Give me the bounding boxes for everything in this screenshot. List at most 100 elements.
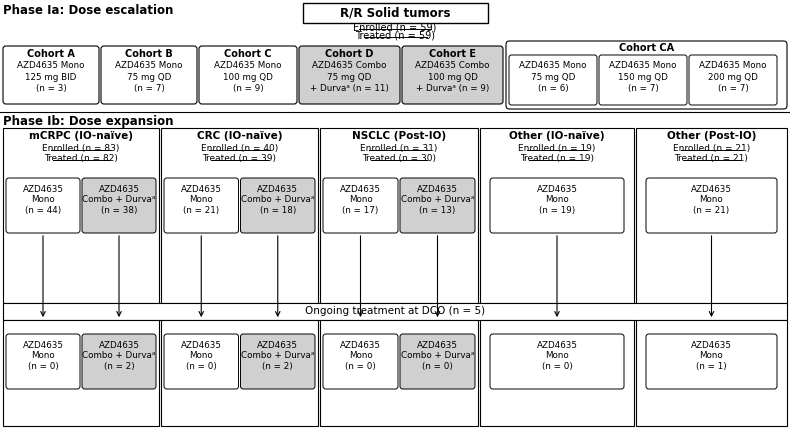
- Text: Mono: Mono: [700, 196, 724, 205]
- Text: (n = 0): (n = 0): [422, 363, 453, 372]
- FancyBboxPatch shape: [199, 46, 297, 104]
- Text: Mono: Mono: [545, 351, 569, 360]
- Text: (n = 44): (n = 44): [24, 206, 61, 215]
- Text: Treated (n = 21): Treated (n = 21): [675, 154, 748, 163]
- FancyBboxPatch shape: [3, 46, 99, 104]
- Text: Mono: Mono: [348, 351, 372, 360]
- Text: AZD4635: AZD4635: [691, 341, 732, 350]
- FancyBboxPatch shape: [101, 46, 197, 104]
- Text: Combo + Durvaᵃ: Combo + Durvaᵃ: [401, 196, 474, 205]
- FancyBboxPatch shape: [490, 334, 624, 389]
- Bar: [161, 320, 318, 426]
- Text: AZD4635: AZD4635: [691, 184, 732, 193]
- Text: Other (Post-IO): Other (Post-IO): [667, 131, 756, 141]
- Bar: [480, 320, 634, 426]
- FancyBboxPatch shape: [6, 334, 80, 389]
- Text: Mono: Mono: [31, 196, 55, 205]
- Text: AZD4635 Mono: AZD4635 Mono: [699, 60, 767, 69]
- FancyBboxPatch shape: [402, 46, 503, 104]
- Text: AZD4635: AZD4635: [340, 184, 381, 193]
- FancyBboxPatch shape: [299, 46, 400, 104]
- Text: Treated (n = 82): Treated (n = 82): [44, 154, 118, 163]
- Text: (n = 0): (n = 0): [28, 363, 58, 372]
- FancyBboxPatch shape: [323, 334, 398, 389]
- Text: 75 mg QD: 75 mg QD: [531, 73, 575, 82]
- Text: Mono: Mono: [348, 196, 372, 205]
- Text: Enrolled (n = 31): Enrolled (n = 31): [360, 143, 438, 152]
- Text: AZD4635 Mono: AZD4635 Mono: [115, 61, 182, 70]
- FancyBboxPatch shape: [599, 55, 687, 105]
- Bar: [636, 320, 787, 426]
- Text: Other (IO-naïve): Other (IO-naïve): [510, 131, 605, 141]
- Text: 150 mg QD: 150 mg QD: [618, 73, 668, 82]
- Bar: [636, 128, 787, 303]
- Text: Treated (n = 39): Treated (n = 39): [202, 154, 276, 163]
- Text: AZD4635 Combo: AZD4635 Combo: [416, 61, 490, 70]
- Text: (n = 9): (n = 9): [232, 85, 263, 94]
- Text: Cohort D: Cohort D: [325, 49, 374, 59]
- Text: Cohort CA: Cohort CA: [619, 43, 674, 53]
- Text: (n = 7): (n = 7): [627, 85, 658, 94]
- Bar: [480, 128, 634, 303]
- Text: (n = 2): (n = 2): [262, 363, 293, 372]
- Text: AZD4635: AZD4635: [22, 341, 63, 350]
- Text: (n = 19): (n = 19): [539, 206, 575, 215]
- Text: Treated (n = 30): Treated (n = 30): [362, 154, 436, 163]
- Text: (n = 2): (n = 2): [103, 363, 134, 372]
- Text: AZD4635: AZD4635: [258, 341, 299, 350]
- FancyBboxPatch shape: [240, 334, 315, 389]
- Text: Enrolled (n = 21): Enrolled (n = 21): [673, 143, 750, 152]
- Text: Mono: Mono: [190, 351, 213, 360]
- Text: AZD4635: AZD4635: [340, 341, 381, 350]
- Text: (n = 0): (n = 0): [186, 363, 216, 372]
- FancyBboxPatch shape: [400, 178, 475, 233]
- Text: Cohort C: Cohort C: [224, 49, 272, 59]
- Text: 100 mg QD: 100 mg QD: [427, 73, 477, 82]
- Text: AZD4635: AZD4635: [536, 184, 577, 193]
- Bar: [3, 303, 787, 320]
- Text: (n = 0): (n = 0): [542, 363, 573, 372]
- FancyBboxPatch shape: [164, 178, 239, 233]
- Bar: [3, 128, 159, 303]
- Text: AZD4635: AZD4635: [99, 184, 140, 193]
- FancyBboxPatch shape: [323, 178, 398, 233]
- Text: Cohort B: Cohort B: [125, 49, 173, 59]
- Text: AZD4635 Mono: AZD4635 Mono: [609, 60, 677, 69]
- Text: mCRPC (IO-naïve): mCRPC (IO-naïve): [29, 131, 133, 141]
- Text: Phase Ib: Dose expansion: Phase Ib: Dose expansion: [3, 115, 174, 128]
- Text: + Durvaᵃ (n = 9): + Durvaᵃ (n = 9): [416, 85, 489, 94]
- Text: (n = 7): (n = 7): [134, 85, 164, 94]
- Text: (n = 13): (n = 13): [419, 206, 456, 215]
- FancyBboxPatch shape: [490, 178, 624, 233]
- Text: 200 mg QD: 200 mg QD: [708, 73, 758, 82]
- FancyBboxPatch shape: [509, 55, 597, 105]
- FancyBboxPatch shape: [400, 334, 475, 389]
- Text: (n = 21): (n = 21): [694, 206, 730, 215]
- Text: AZD4635: AZD4635: [258, 184, 299, 193]
- Bar: [3, 320, 159, 426]
- FancyBboxPatch shape: [689, 55, 777, 105]
- Text: AZD4635: AZD4635: [22, 184, 63, 193]
- Text: AZD4635: AZD4635: [181, 184, 222, 193]
- Text: (n = 0): (n = 0): [345, 363, 376, 372]
- Text: (n = 38): (n = 38): [101, 206, 137, 215]
- FancyBboxPatch shape: [82, 178, 156, 233]
- Text: AZD4635: AZD4635: [181, 341, 222, 350]
- Text: (n = 18): (n = 18): [260, 206, 296, 215]
- Text: 75 mg QD: 75 mg QD: [127, 73, 171, 82]
- Bar: [320, 128, 478, 303]
- Text: Mono: Mono: [190, 196, 213, 205]
- Text: 100 mg QD: 100 mg QD: [223, 73, 273, 82]
- Text: Cohort A: Cohort A: [27, 49, 75, 59]
- FancyBboxPatch shape: [82, 334, 156, 389]
- Text: Combo + Durvaᵃ: Combo + Durvaᵃ: [241, 196, 314, 205]
- Text: Enrolled (n = 40): Enrolled (n = 40): [201, 143, 278, 152]
- Text: AZD4635: AZD4635: [99, 341, 140, 350]
- Bar: [161, 128, 318, 303]
- FancyBboxPatch shape: [240, 178, 315, 233]
- Text: (n = 17): (n = 17): [342, 206, 378, 215]
- Text: (n = 7): (n = 7): [717, 85, 748, 94]
- Text: Enrolled (n = 59): Enrolled (n = 59): [353, 22, 437, 32]
- Text: Treated (n = 59): Treated (n = 59): [355, 30, 435, 40]
- Text: Enrolled (n = 83): Enrolled (n = 83): [43, 143, 120, 152]
